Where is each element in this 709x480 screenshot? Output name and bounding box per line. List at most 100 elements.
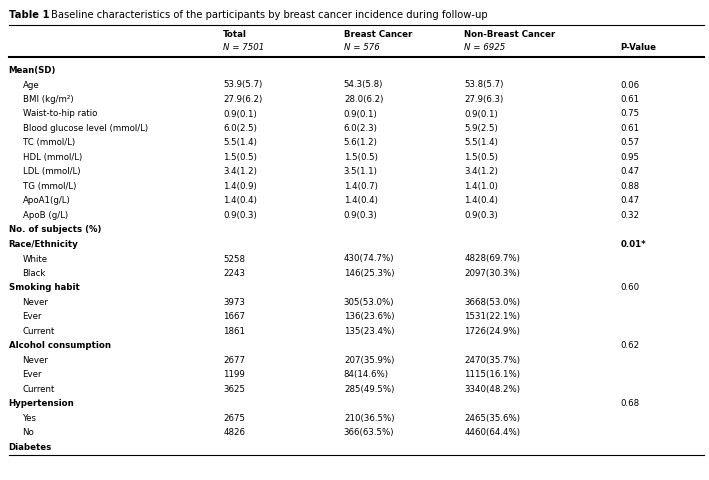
Text: Current: Current	[23, 326, 55, 336]
Text: 2677: 2677	[223, 355, 245, 364]
Text: Baseline characteristics of the participants by breast cancer incidence during f: Baseline characteristics of the particip…	[50, 10, 487, 20]
Text: 0.88: 0.88	[620, 181, 640, 191]
Text: 0.95: 0.95	[620, 153, 640, 162]
Text: 0.61: 0.61	[620, 124, 640, 133]
Text: 5.5(1.4): 5.5(1.4)	[223, 138, 257, 147]
Text: 3973: 3973	[223, 298, 245, 306]
Text: 135(23.4%): 135(23.4%)	[344, 326, 394, 336]
Text: N = 576: N = 576	[344, 43, 379, 52]
Text: Never: Never	[23, 355, 48, 364]
Text: 2465(35.6%): 2465(35.6%)	[464, 413, 520, 422]
Text: 305(53.0%): 305(53.0%)	[344, 298, 394, 306]
Text: 0.75: 0.75	[620, 109, 640, 118]
Text: 3668(53.0%): 3668(53.0%)	[464, 298, 520, 306]
Text: Diabetes: Diabetes	[9, 442, 52, 451]
Text: Mean(SD): Mean(SD)	[9, 66, 56, 75]
Text: Ever: Ever	[23, 312, 42, 321]
Text: 136(23.6%): 136(23.6%)	[344, 312, 394, 321]
Text: N = 6925: N = 6925	[464, 43, 506, 52]
Text: 1.4(0.4): 1.4(0.4)	[223, 196, 257, 205]
Text: 2675: 2675	[223, 413, 245, 422]
Text: 0.06: 0.06	[620, 80, 640, 89]
Text: Breast Cancer: Breast Cancer	[344, 30, 412, 39]
Text: 0.47: 0.47	[620, 196, 640, 205]
Text: 1.4(0.4): 1.4(0.4)	[344, 196, 378, 205]
Text: 1531(22.1%): 1531(22.1%)	[464, 312, 520, 321]
Text: TC (mmol/L): TC (mmol/L)	[23, 138, 74, 147]
Text: N = 7501: N = 7501	[223, 43, 264, 52]
Text: 1.4(0.9): 1.4(0.9)	[223, 181, 257, 191]
Text: 0.57: 0.57	[620, 138, 640, 147]
Text: 84(14.6%): 84(14.6%)	[344, 370, 389, 379]
Text: 0.9(0.1): 0.9(0.1)	[223, 109, 257, 118]
Text: 0.47: 0.47	[620, 167, 640, 176]
Text: No. of subjects (%): No. of subjects (%)	[9, 225, 101, 234]
Text: 0.9(0.3): 0.9(0.3)	[464, 211, 498, 219]
Text: 53.9(5.7): 53.9(5.7)	[223, 80, 262, 89]
Text: 3.5(1.1): 3.5(1.1)	[344, 167, 378, 176]
Text: 5.5(1.4): 5.5(1.4)	[464, 138, 498, 147]
Text: White: White	[23, 254, 48, 263]
Text: 3.4(1.2): 3.4(1.2)	[223, 167, 257, 176]
Text: 366(63.5%): 366(63.5%)	[344, 428, 394, 437]
Text: 1726(24.9%): 1726(24.9%)	[464, 326, 520, 336]
Text: 430(74.7%): 430(74.7%)	[344, 254, 394, 263]
Text: 146(25.3%): 146(25.3%)	[344, 268, 394, 277]
Text: 2243: 2243	[223, 268, 245, 277]
Text: Blood glucose level (mmol/L): Blood glucose level (mmol/L)	[23, 124, 147, 133]
Text: 1.4(0.4): 1.4(0.4)	[464, 196, 498, 205]
Text: 0.01*: 0.01*	[620, 240, 646, 249]
Text: 1667: 1667	[223, 312, 245, 321]
Text: 0.9(0.1): 0.9(0.1)	[464, 109, 498, 118]
Text: 0.9(0.3): 0.9(0.3)	[223, 211, 257, 219]
Text: 0.68: 0.68	[620, 399, 640, 408]
Text: TG (mmol/L): TG (mmol/L)	[23, 181, 76, 191]
Text: ApoA1(g/L): ApoA1(g/L)	[23, 196, 70, 205]
Text: 3340(48.2%): 3340(48.2%)	[464, 384, 520, 393]
Text: 3.4(1.2): 3.4(1.2)	[464, 167, 498, 176]
Text: 1199: 1199	[223, 370, 245, 379]
Text: 0.9(0.1): 0.9(0.1)	[344, 109, 378, 118]
Text: 6.0(2.3): 6.0(2.3)	[344, 124, 378, 133]
Text: Smoking habit: Smoking habit	[9, 283, 79, 292]
Text: Non-Breast Cancer: Non-Breast Cancer	[464, 30, 556, 39]
Text: Never: Never	[23, 298, 48, 306]
Text: Alcohol consumption: Alcohol consumption	[9, 341, 111, 350]
Text: P-Value: P-Value	[620, 43, 657, 52]
Text: Current: Current	[23, 384, 55, 393]
Text: 1115(16.1%): 1115(16.1%)	[464, 370, 520, 379]
Text: 4828(69.7%): 4828(69.7%)	[464, 254, 520, 263]
Text: 0.32: 0.32	[620, 211, 640, 219]
Text: 5.9(2.5): 5.9(2.5)	[464, 124, 498, 133]
Text: 54.3(5.8): 54.3(5.8)	[344, 80, 384, 89]
Text: 1.4(0.7): 1.4(0.7)	[344, 181, 378, 191]
Text: 27.9(6.2): 27.9(6.2)	[223, 95, 262, 104]
Text: LDL (mmol/L): LDL (mmol/L)	[23, 167, 80, 176]
Text: 1.5(0.5): 1.5(0.5)	[344, 153, 378, 162]
Text: 2470(35.7%): 2470(35.7%)	[464, 355, 520, 364]
Text: 2097(30.3%): 2097(30.3%)	[464, 268, 520, 277]
Text: ApoB (g/L): ApoB (g/L)	[23, 211, 67, 219]
Text: 5.6(1.2): 5.6(1.2)	[344, 138, 378, 147]
Text: Hypertension: Hypertension	[9, 399, 74, 408]
Text: Age: Age	[23, 80, 39, 89]
Text: No: No	[23, 428, 34, 437]
Text: 1.5(0.5): 1.5(0.5)	[223, 153, 257, 162]
Text: 6.0(2.5): 6.0(2.5)	[223, 124, 257, 133]
Text: 1861: 1861	[223, 326, 245, 336]
Text: 0.62: 0.62	[620, 341, 640, 350]
Text: 27.9(6.3): 27.9(6.3)	[464, 95, 503, 104]
Text: 5258: 5258	[223, 254, 245, 263]
Text: 285(49.5%): 285(49.5%)	[344, 384, 394, 393]
Text: 1.5(0.5): 1.5(0.5)	[464, 153, 498, 162]
Text: Black: Black	[23, 268, 46, 277]
Text: Waist-to-hip ratio: Waist-to-hip ratio	[23, 109, 97, 118]
Text: Race/Ethnicity: Race/Ethnicity	[9, 240, 78, 249]
Text: 0.60: 0.60	[620, 283, 640, 292]
Text: Total: Total	[223, 30, 247, 39]
Text: 0.61: 0.61	[620, 95, 640, 104]
Text: 210(36.5%): 210(36.5%)	[344, 413, 394, 422]
Text: 3625: 3625	[223, 384, 245, 393]
Text: Yes: Yes	[23, 413, 36, 422]
Text: 1.4(1.0): 1.4(1.0)	[464, 181, 498, 191]
